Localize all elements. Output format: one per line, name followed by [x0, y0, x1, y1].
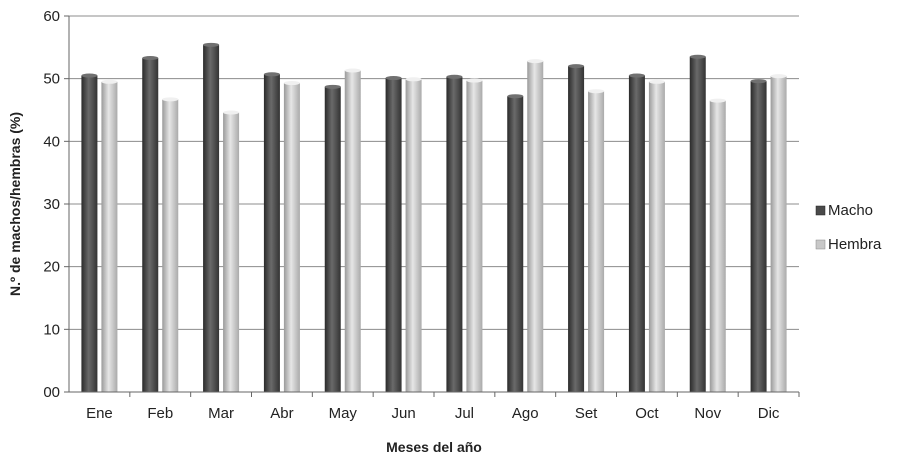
bar-top-hembra-abr	[283, 81, 300, 86]
bar-hembra-may	[344, 70, 361, 393]
bar-top-macho-dic	[750, 79, 767, 84]
bar-top-hembra-dic	[770, 74, 787, 79]
bar-macho-feb	[142, 57, 159, 393]
bar-hembra-oct	[648, 81, 665, 393]
bar-top-macho-abr	[263, 72, 280, 77]
bar-macho-abr	[263, 74, 280, 392]
x-tick-label-ene: Ene	[86, 405, 113, 422]
bar-macho-ene	[81, 75, 98, 393]
bar-hembra-abr	[283, 83, 300, 392]
bar-hembra-mar	[223, 112, 240, 393]
bar-top-hembra-feb	[162, 97, 179, 102]
bar-top-hembra-jul	[466, 78, 483, 83]
bar-macho-oct	[628, 75, 645, 393]
x-tick-label-feb: Feb	[147, 405, 173, 422]
tick-labels: 00 10 20 30 40 50 60 Ene Feb Mar Abr May Jun Jul Ago Se…	[43, 8, 780, 422]
bar-top-macho-nov	[689, 54, 706, 59]
y-tick-label: 30	[43, 196, 60, 213]
bar-hembra-jul	[466, 80, 483, 393]
bar-hembra-ene	[101, 81, 118, 393]
bar-macho-may	[324, 86, 341, 393]
bar-top-macho-may	[324, 84, 341, 89]
x-tick-label-oct: Oct	[635, 405, 659, 422]
bar-macho-ago	[507, 96, 524, 393]
y-tick-label: 10	[43, 321, 60, 338]
bar-top-hembra-mar	[223, 110, 240, 115]
bar-top-macho-oct	[628, 73, 645, 78]
bar-macho-nov	[689, 56, 706, 392]
bar-top-macho-ene	[81, 73, 98, 78]
bar-top-hembra-may	[344, 68, 361, 73]
bar-top-hembra-jun	[405, 77, 422, 82]
bar-hembra-jun	[405, 79, 422, 392]
bar-top-macho-ago	[507, 94, 524, 99]
legend: Macho Hembra	[815, 202, 882, 253]
y-axis-title: N.º de machos/hembras (%)	[7, 112, 23, 296]
bar-top-macho-set	[568, 64, 585, 69]
y-tick-label: 50	[43, 71, 60, 88]
x-tick-label-set: Set	[575, 405, 598, 422]
x-axis-title: Meses del año	[386, 439, 482, 455]
bar-top-hembra-ene	[101, 79, 118, 84]
bar-hembra-set	[588, 91, 605, 392]
y-tick-label: 60	[43, 8, 60, 25]
bar-top-hembra-set	[588, 89, 605, 94]
legend-label-macho: Macho	[828, 202, 873, 219]
legend-label-hembra: Hembra	[828, 236, 882, 253]
axes	[64, 15, 800, 397]
bar-macho-jun	[385, 78, 402, 392]
y-tick-label: 20	[43, 259, 60, 276]
bar-top-macho-jun	[385, 76, 402, 81]
x-tick-label-abr: Abr	[270, 405, 293, 422]
bar-top-macho-feb	[142, 55, 159, 60]
bar-top-macho-jul	[446, 74, 463, 79]
x-tick-label-ago: Ago	[512, 405, 539, 422]
bars	[81, 42, 787, 393]
x-tick-label-dic: Dic	[758, 405, 780, 422]
gridlines	[69, 15, 799, 330]
legend-swatch-macho	[815, 205, 826, 216]
bar-macho-jul	[446, 76, 463, 392]
x-tick-label-may: May	[329, 405, 358, 422]
bar-top-hembra-ago	[527, 59, 544, 64]
bar-macho-dic	[750, 81, 767, 392]
x-tick-label-jun: Jun	[391, 405, 415, 422]
x-tick-label-jul: Jul	[455, 405, 474, 422]
x-tick-label-mar: Mar	[208, 405, 234, 422]
bar-hembra-nov	[709, 100, 726, 392]
bar-hembra-ago	[527, 61, 544, 393]
x-tick-label-nov: Nov	[694, 405, 721, 422]
bar-hembra-feb	[162, 99, 179, 392]
bar-top-hembra-oct	[648, 79, 665, 84]
bar-hembra-dic	[770, 76, 787, 392]
bar-top-hembra-nov	[709, 98, 726, 103]
bar-macho-mar	[203, 44, 220, 393]
y-tick-label: 00	[43, 384, 60, 401]
y-tick-label: 40	[43, 133, 60, 150]
bar-top-macho-mar	[203, 42, 220, 47]
bar-macho-set	[568, 66, 585, 392]
legend-swatch-hembra	[815, 239, 826, 250]
